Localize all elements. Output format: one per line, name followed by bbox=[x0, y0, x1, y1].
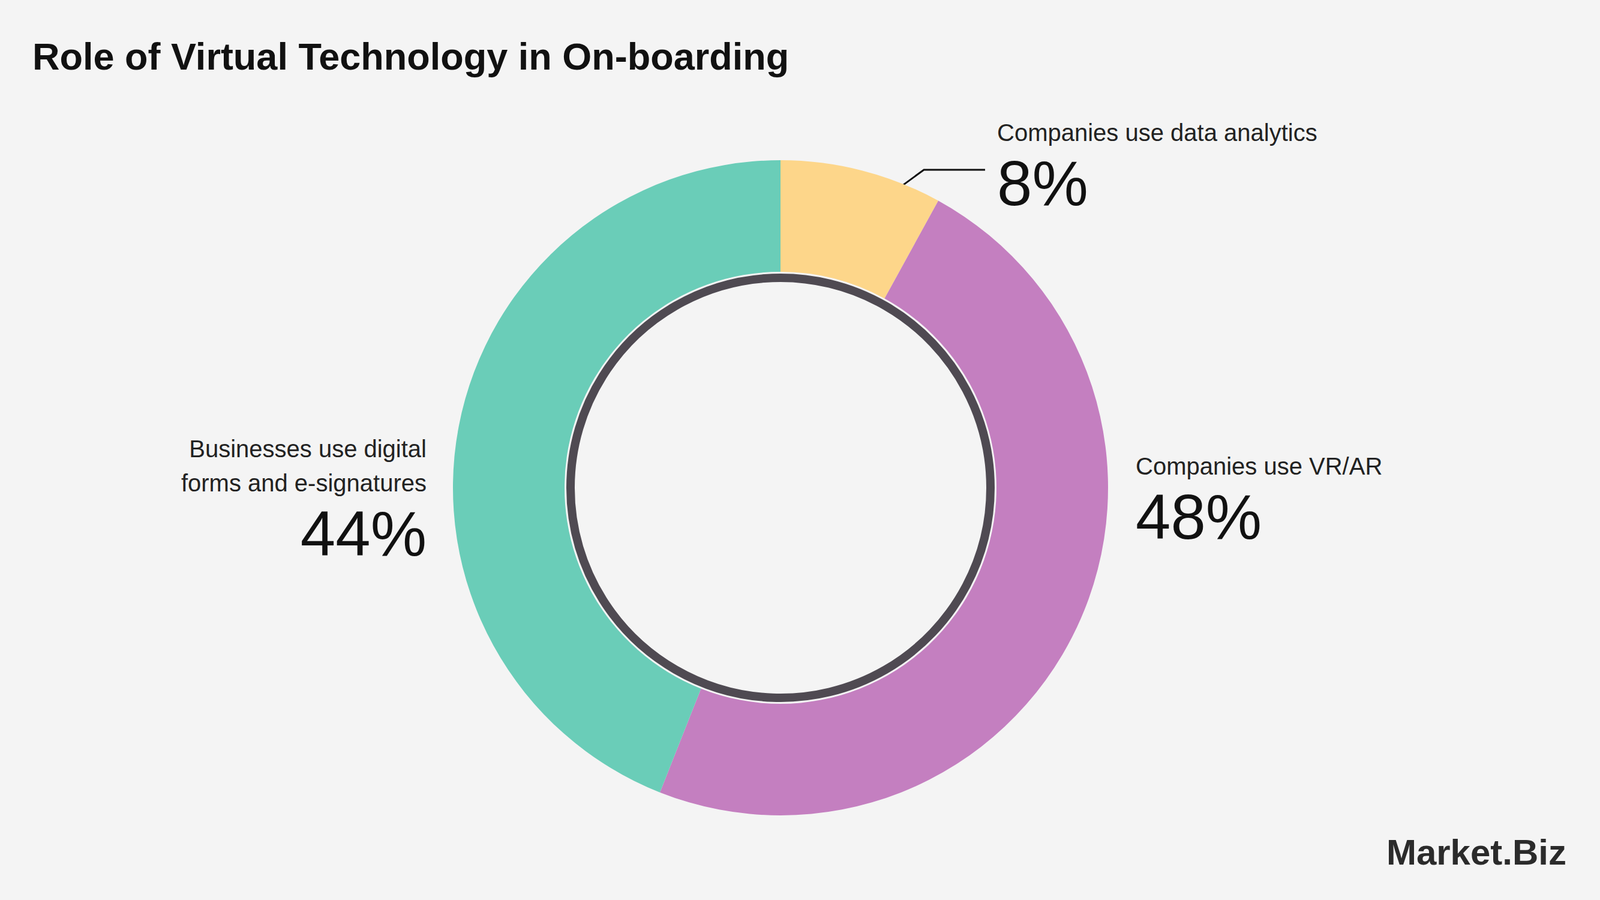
svg-text:Companies use data analytics: Companies use data analytics bbox=[997, 119, 1318, 146]
svg-text:44%: 44% bbox=[300, 498, 427, 569]
svg-text:forms and e-signatures: forms and e-signatures bbox=[181, 469, 427, 497]
svg-text:48%: 48% bbox=[1135, 481, 1262, 552]
svg-text:8%: 8% bbox=[997, 148, 1089, 219]
svg-text:Market.Biz: Market.Biz bbox=[1386, 832, 1567, 873]
svg-text:Businesses use digital: Businesses use digital bbox=[188, 435, 427, 462]
svg-text:Role of Virtual Technology in: Role of Virtual Technology in On-boardin… bbox=[32, 35, 789, 78]
svg-text:Companies use VR/AR: Companies use VR/AR bbox=[1135, 452, 1383, 480]
